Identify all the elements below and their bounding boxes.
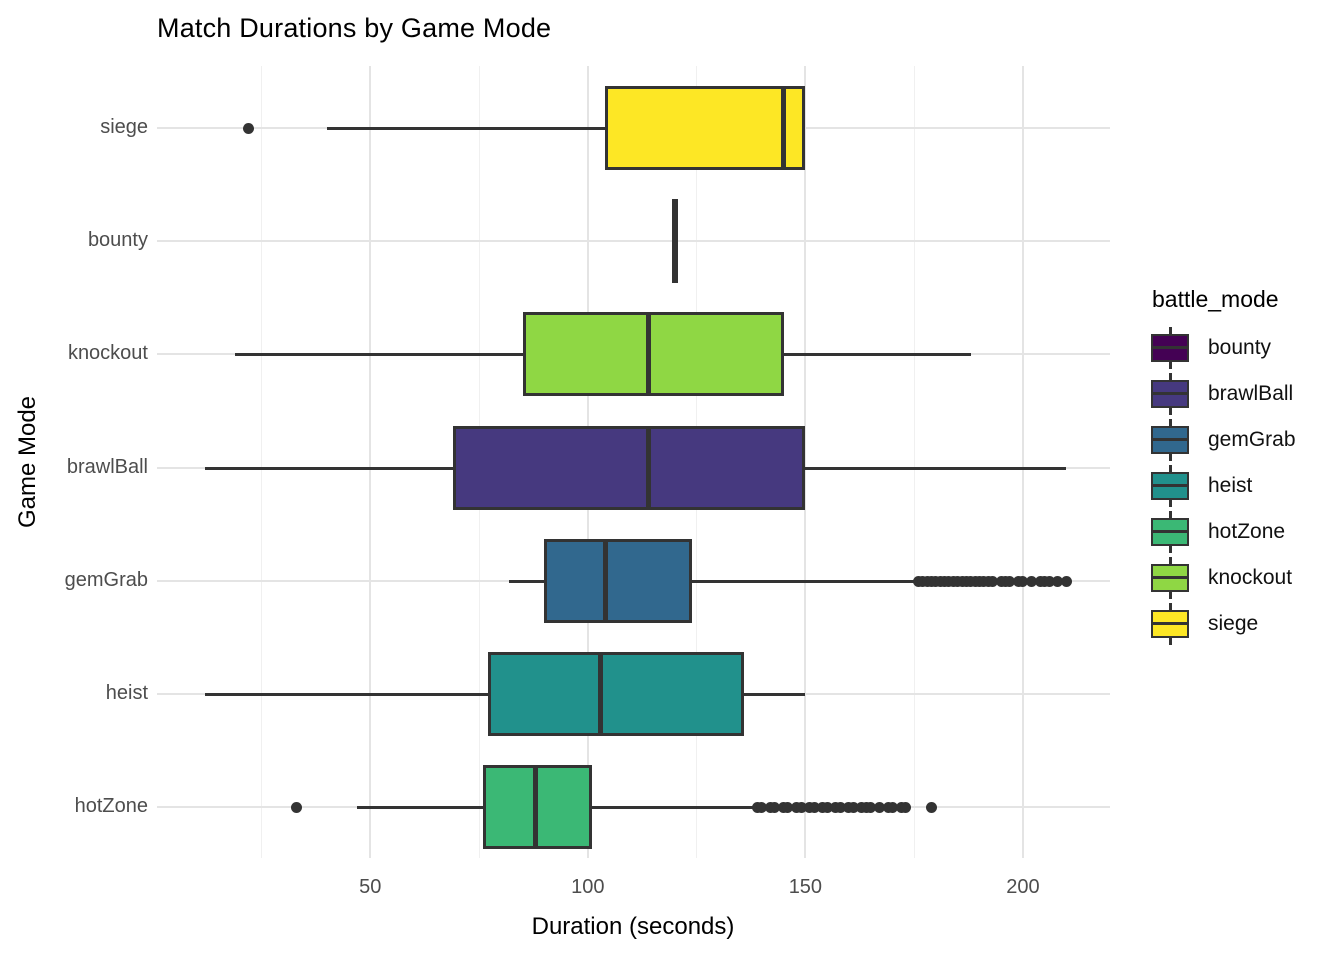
whisker-upper-heist: [744, 692, 806, 696]
whisker-lower-gemGrab: [509, 579, 545, 583]
gridline-major-x-50: [369, 66, 372, 858]
legend-label-bounty: bounty: [1208, 336, 1272, 359]
legend-key-median-line: [1151, 530, 1189, 533]
outlier-hotZone: [834, 801, 846, 813]
whisker-lower-siege: [326, 126, 606, 130]
y-tick-label-gemGrab: gemGrab: [64, 569, 148, 591]
x-tick-label-150: 150: [788, 876, 823, 898]
gridline-major-x-200: [1021, 66, 1024, 858]
outlier-hotZone: [847, 801, 859, 813]
gridline-major-x-150: [804, 66, 807, 858]
y-tick-label-knockout: knockout: [67, 342, 148, 364]
box-knockout: [522, 312, 784, 396]
legend-key-boxplot-icon: [1150, 510, 1190, 554]
y-axis-title: Game Mode: [14, 395, 41, 529]
outlier-hotZone: [865, 801, 877, 813]
x-tick-label-200: 200: [1006, 876, 1040, 898]
legend-key-median-line: [1151, 438, 1189, 441]
legend-entries: bounty brawlBall gemGrab heist hotZone knocko…: [1150, 325, 1344, 647]
legend-label-siege: siege: [1208, 612, 1259, 635]
median-hotZone: [533, 765, 539, 849]
outlier-gemGrab: [1043, 575, 1055, 587]
outlier-hotZone: [782, 801, 794, 813]
whisker-upper-brawlBall: [805, 466, 1067, 470]
outlier-gemGrab: [1052, 575, 1064, 587]
legend-key-boxplot-icon: [1150, 418, 1190, 462]
y-tick-label-brawlBall: brawlBall: [66, 456, 148, 478]
outlier-hotZone: [886, 801, 898, 813]
legend-key-boxplot-icon: [1150, 326, 1190, 370]
y-tick-label-hotZone: hotZone: [74, 795, 148, 817]
box-brawlBall: [452, 426, 806, 510]
outlier-hotZone: [769, 801, 781, 813]
legend-entry-bounty: bounty: [1150, 325, 1344, 371]
legend-entry-brawlBall: brawlBall: [1150, 371, 1344, 417]
whisker-lower-hotZone: [357, 805, 484, 809]
legend-key-boxplot-icon: [1150, 602, 1190, 646]
legend-key-boxplot-icon: [1150, 556, 1190, 600]
median-brawlBall: [646, 426, 652, 510]
legend-key-boxplot-icon: [1150, 464, 1190, 508]
outlier-hotZone: [873, 801, 885, 813]
outlier-gemGrab: [1004, 575, 1016, 587]
legend-label-knockout: knockout: [1208, 566, 1293, 589]
legend-key-median-line: [1151, 392, 1189, 395]
legend-key-median-line: [1151, 622, 1189, 625]
median-siege: [781, 86, 787, 170]
outlier-hotZone: [290, 801, 302, 813]
outlier-gemGrab: [1026, 575, 1038, 587]
legend: battle_mode bounty brawlBall gemGrab heist h…: [1150, 286, 1344, 647]
x-axis-title: Duration (seconds): [531, 913, 735, 940]
whisker-upper-gemGrab: [692, 579, 915, 583]
legend-key-median-line: [1151, 484, 1189, 487]
gridline-row-bounty: [157, 240, 1110, 242]
legend-key-boxplot-icon: [1150, 372, 1190, 416]
legend-entry-siege: siege: [1150, 601, 1344, 647]
outlier-hotZone: [756, 801, 768, 813]
median-gemGrab: [602, 539, 608, 623]
legend-entry-hotZone: hotZone: [1150, 509, 1344, 555]
y-tick-label-siege: siege: [100, 116, 148, 138]
outlier-hotZone: [821, 801, 833, 813]
whisker-lower-brawlBall: [204, 466, 453, 470]
median-bounty: [672, 199, 679, 283]
legend-label-gemGrab: gemGrab: [1208, 428, 1296, 451]
x-tick-label-50: 50: [359, 876, 382, 898]
legend-label-heist: heist: [1208, 474, 1253, 497]
legend-key-median-line: [1151, 346, 1189, 349]
legend-entry-heist: heist: [1150, 463, 1344, 509]
legend-label-brawlBall: brawlBall: [1208, 382, 1294, 405]
chart-title: Match Durations by Game Mode: [157, 13, 552, 43]
gridline-minor-x-25: [260, 66, 262, 858]
gridline-minor-x-175: [913, 66, 915, 858]
y-tick-label-bounty: bounty: [87, 229, 148, 251]
outlier-hotZone: [899, 801, 911, 813]
legend-key-median-line: [1151, 576, 1189, 579]
median-knockout: [646, 312, 652, 396]
whisker-upper-hotZone: [592, 805, 754, 809]
whisker-lower-knockout: [235, 352, 523, 356]
plot-panel: [157, 66, 1110, 858]
outlier-gemGrab: [1017, 575, 1029, 587]
whisker-upper-knockout: [783, 352, 971, 356]
y-tick-label-heist: heist: [105, 682, 148, 704]
outlier-siege: [242, 122, 254, 134]
outlier-gemGrab: [1060, 575, 1072, 587]
median-heist: [598, 652, 604, 736]
box-siege: [605, 86, 806, 170]
legend-entry-gemGrab: gemGrab: [1150, 417, 1344, 463]
box-gemGrab: [544, 539, 693, 623]
outlier-hotZone: [808, 801, 820, 813]
x-tick-label-100: 100: [571, 876, 605, 898]
outlier-gemGrab: [987, 575, 998, 587]
legend-title: battle_mode: [1152, 286, 1279, 312]
legend-label-hotZone: hotZone: [1208, 520, 1286, 543]
outlier-hotZone: [926, 801, 938, 813]
outlier-hotZone: [795, 801, 807, 813]
box-heist: [487, 652, 745, 736]
whisker-lower-heist: [204, 692, 488, 696]
legend-entry-knockout: knockout: [1150, 555, 1344, 601]
